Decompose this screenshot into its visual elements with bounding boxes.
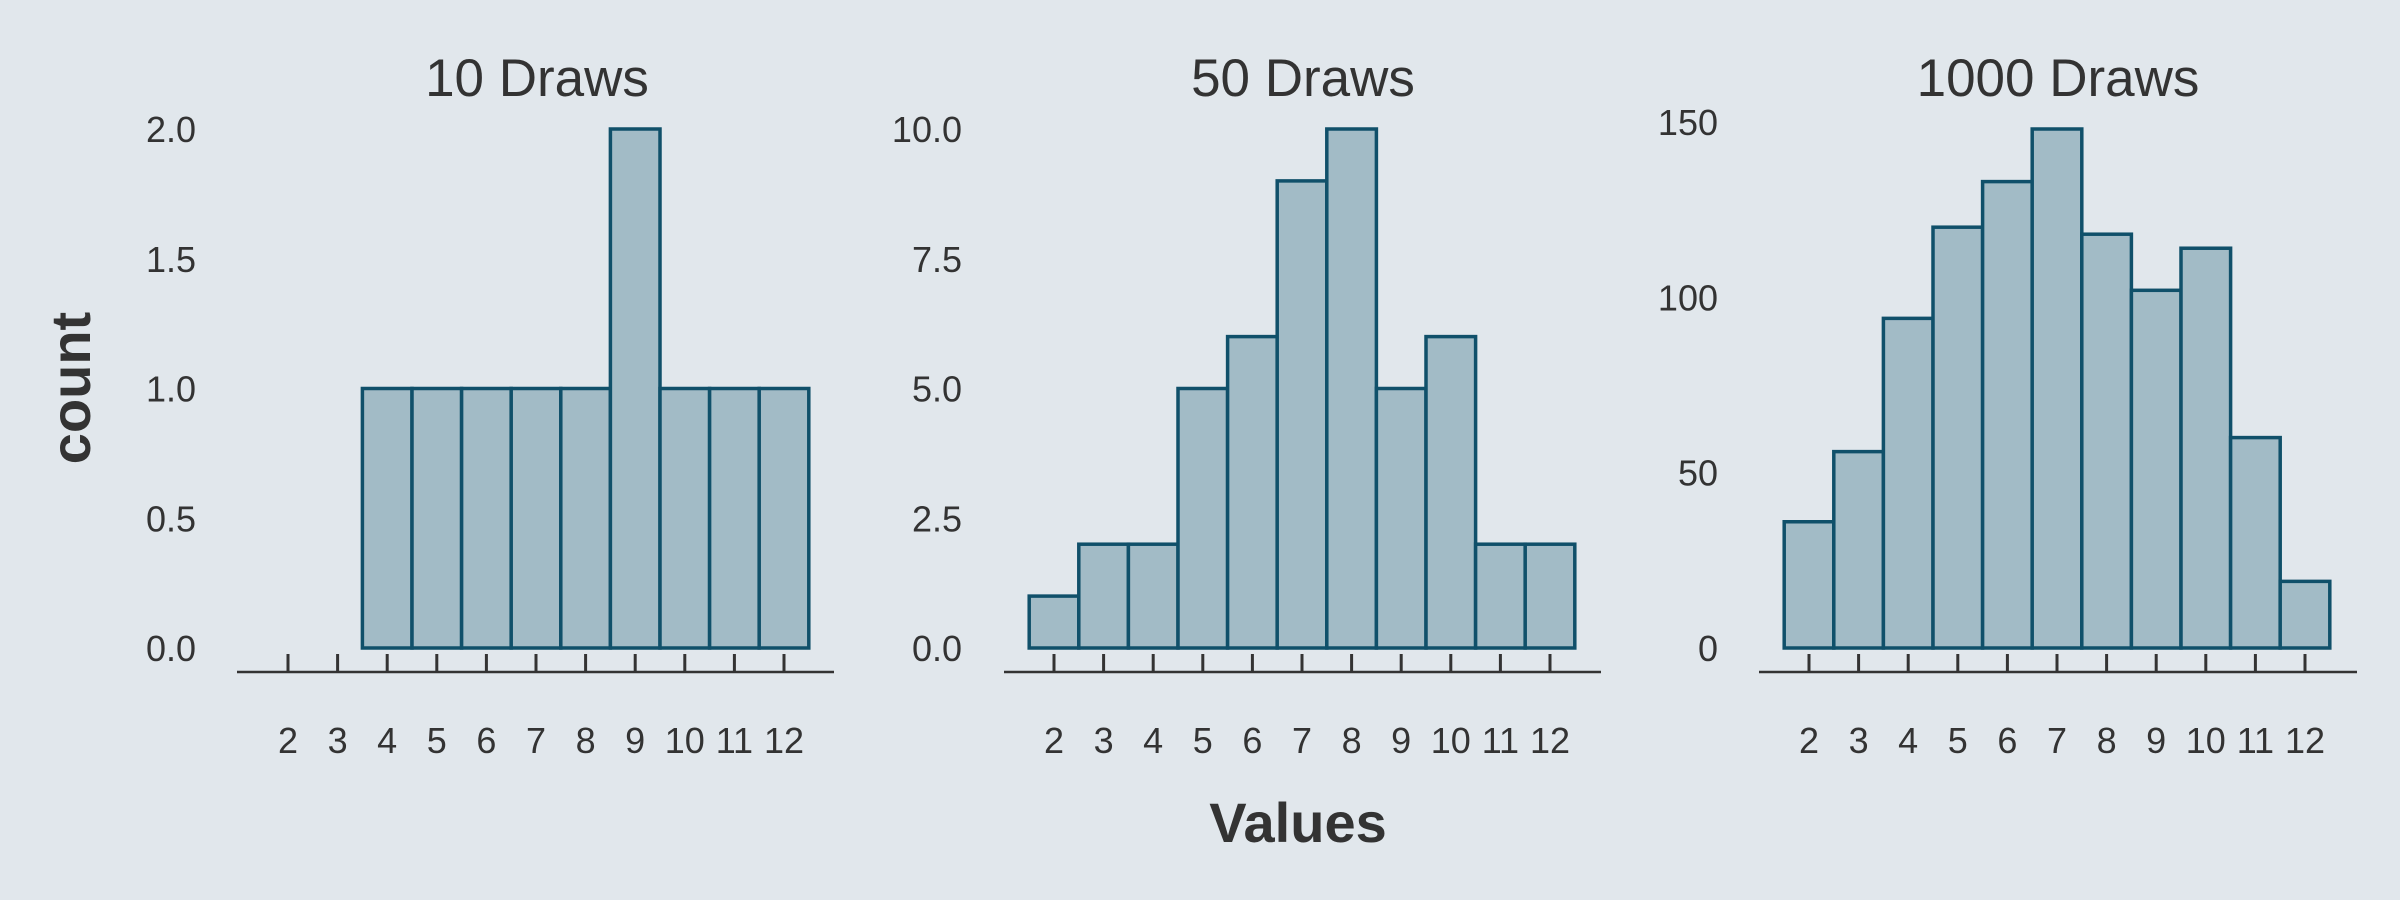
x-tick-label: 6 xyxy=(1242,720,1262,761)
panel-title: 1000 Draws xyxy=(1917,49,2200,108)
panel-1: 10 Draws 0.0 0.5 1.0 1.5 2.0 2 3 4 5 6 7 8 9 10 11 12 xyxy=(146,49,834,761)
x-tick-label: 4 xyxy=(1143,720,1163,761)
y-tick-label: 1.0 xyxy=(146,369,196,410)
x-tick-label: 2 xyxy=(278,720,298,761)
y-tick-label: 2.0 xyxy=(146,109,196,150)
x-tick-label: 11 xyxy=(2237,720,2274,761)
x-tick-label: 3 xyxy=(1849,720,1869,761)
bar-12 xyxy=(2278,579,2332,650)
y-tick-label: 2.5 xyxy=(912,498,962,539)
bar-3 xyxy=(1832,449,1886,650)
y-tick-label: 150 xyxy=(1658,102,1718,143)
bar-8 xyxy=(1325,127,1379,650)
bar-10 xyxy=(1424,334,1478,650)
x-tick-label: 12 xyxy=(764,720,804,761)
bar-9 xyxy=(1374,386,1428,650)
x-tick-label: 3 xyxy=(1094,720,1114,761)
bar-12 xyxy=(1523,542,1577,650)
bar-8 xyxy=(559,386,613,650)
y-tick-label: 10.0 xyxy=(892,109,962,150)
x-tick-label: 3 xyxy=(328,720,348,761)
bar-7 xyxy=(1275,179,1329,650)
bar-8 xyxy=(2080,232,2134,650)
panel-2: 50 Draws 0.0 2.5 5.0 7.5 10.0 2 3 4 5 6 7 8 9 10 11 12 xyxy=(892,49,1601,761)
y-tick-label: 5.0 xyxy=(912,369,962,410)
y-tick-label: 0 xyxy=(1698,628,1718,669)
x-tick-label: 12 xyxy=(2285,720,2325,761)
x-tick-label: 7 xyxy=(1292,720,1312,761)
x-tick-label: 8 xyxy=(2097,720,2117,761)
x-tick-label: 8 xyxy=(1342,720,1362,761)
bar-9 xyxy=(2129,288,2183,650)
y-tick-label: 1.5 xyxy=(146,239,196,280)
bar-2 xyxy=(1027,594,1081,650)
x-tick-label: 7 xyxy=(526,720,546,761)
bar-5 xyxy=(1931,225,1985,650)
x-tick-label: 9 xyxy=(2146,720,2166,761)
bar-4 xyxy=(360,386,414,650)
bar-4 xyxy=(1881,316,1935,650)
panel-3: 1000 Draws 0 50 100 150 2 3 4 5 6 7 8 9 10 11 12 xyxy=(1658,49,2357,761)
x-tick-label: 9 xyxy=(625,720,645,761)
bar-3 xyxy=(1077,542,1131,650)
bar-5 xyxy=(1176,386,1230,650)
x-tick-label: 10 xyxy=(1431,720,1471,761)
bar-5 xyxy=(410,386,464,650)
x-tick-label: 4 xyxy=(1898,720,1918,761)
bar-7 xyxy=(509,386,563,650)
bar-7 xyxy=(2030,127,2084,650)
x-tick-label: 10 xyxy=(665,720,705,761)
bar-4 xyxy=(1126,542,1180,650)
bar-10 xyxy=(2179,246,2233,650)
panel-title: 50 Draws xyxy=(1191,49,1415,108)
x-tick-label: 2 xyxy=(1799,720,1819,761)
x-tick-label: 8 xyxy=(576,720,596,761)
x-tick-label: 5 xyxy=(427,720,447,761)
x-tick-label: 5 xyxy=(1948,720,1968,761)
x-tick-label: 6 xyxy=(1997,720,2017,761)
y-tick-label: 0.0 xyxy=(146,628,196,669)
bar-2 xyxy=(1782,520,1836,650)
x-axis-title: Values xyxy=(1209,791,1386,854)
bar-12 xyxy=(757,386,811,650)
x-tick-label: 11 xyxy=(1482,720,1519,761)
bar-6 xyxy=(1225,334,1279,650)
y-tick-label: 7.5 xyxy=(912,239,962,280)
bar-10 xyxy=(658,386,712,650)
x-tick-label: 12 xyxy=(1530,720,1570,761)
x-tick-label: 9 xyxy=(1391,720,1411,761)
x-tick-label: 4 xyxy=(377,720,397,761)
y-tick-label: 0.0 xyxy=(912,628,962,669)
y-tick-label: 100 xyxy=(1658,277,1718,318)
y-tick-label: 50 xyxy=(1678,453,1718,494)
y-axis-title: count xyxy=(39,312,102,464)
bar-6 xyxy=(459,386,513,650)
x-tick-label: 10 xyxy=(2186,720,2226,761)
bar-11 xyxy=(2228,435,2282,650)
panel-title: 10 Draws xyxy=(425,49,649,108)
x-tick-label: 7 xyxy=(2047,720,2067,761)
bar-9 xyxy=(608,127,662,650)
bar-6 xyxy=(1980,179,2034,650)
x-tick-label: 5 xyxy=(1193,720,1213,761)
bar-11 xyxy=(707,386,761,650)
bar-11 xyxy=(1473,542,1527,650)
x-tick-label: 6 xyxy=(476,720,496,761)
y-tick-label: 0.5 xyxy=(146,498,196,539)
x-tick-label: 11 xyxy=(716,720,753,761)
x-tick-label: 2 xyxy=(1044,720,1064,761)
